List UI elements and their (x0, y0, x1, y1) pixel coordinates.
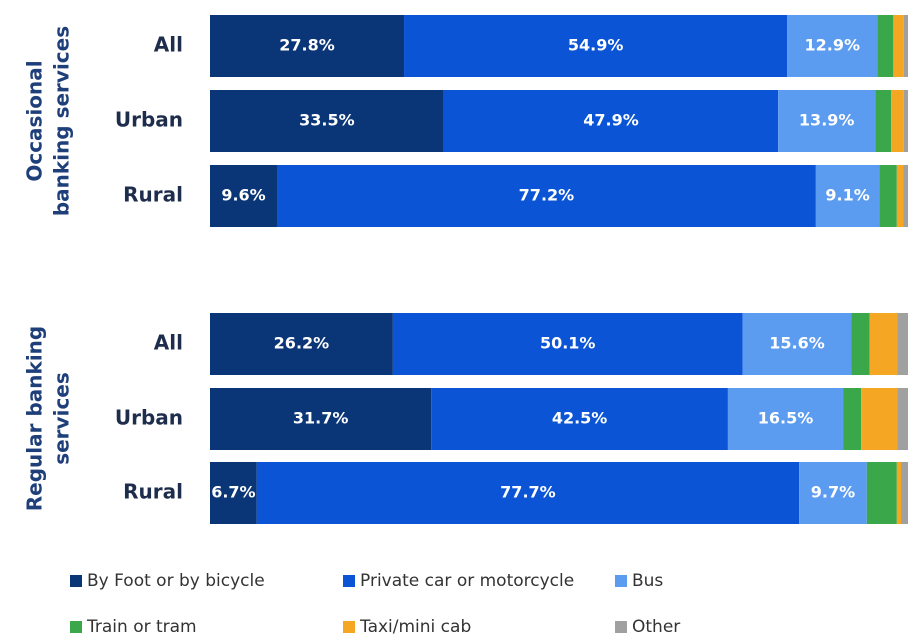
bar-segment (901, 462, 908, 524)
bar-segment (210, 15, 405, 77)
legend-label: Other (632, 617, 680, 637)
bar-segment (903, 165, 908, 227)
value-label: 9.6% (221, 186, 265, 205)
bar-segment (843, 388, 862, 450)
bar-segment (431, 388, 728, 450)
bar-segment (897, 313, 908, 375)
bar-segment (851, 313, 870, 375)
bar-segment (891, 90, 904, 152)
value-label: 13.9% (799, 111, 855, 130)
bar-segment (404, 15, 788, 77)
legend-label: Private car or motorcycle (360, 571, 574, 591)
value-label: 9.1% (825, 186, 869, 205)
category-label: All (154, 331, 183, 355)
value-label: 54.9% (568, 36, 624, 55)
bar-segment (742, 313, 852, 375)
legend-label: Bus (632, 571, 663, 591)
value-label: 47.9% (583, 111, 639, 130)
category-label: All (154, 33, 183, 57)
bar-segment (896, 462, 902, 524)
category-label: Rural (123, 183, 183, 207)
value-label: 12.9% (805, 36, 861, 55)
value-label: 16.5% (758, 409, 814, 428)
bar-segment (778, 90, 876, 152)
bar-segment (799, 462, 867, 524)
group-label: services (50, 372, 74, 465)
value-label: 31.7% (293, 409, 349, 428)
bar-segment (879, 165, 897, 227)
value-label: 50.1% (540, 334, 596, 353)
bar-segment (210, 462, 257, 524)
bar-segment (875, 90, 892, 152)
bar-segment (210, 165, 278, 227)
bar-segment (815, 165, 880, 227)
bar-segment (869, 313, 898, 375)
category-label: Urban (115, 108, 183, 132)
bar-segment (903, 90, 908, 152)
bar-segment (210, 90, 444, 152)
legend-label: By Foot or by bicycle (87, 571, 265, 591)
bar-segment (727, 388, 844, 450)
legend-label: Taxi/mini cab (359, 617, 471, 637)
bar-segment (877, 15, 894, 77)
value-label: 26.2% (274, 334, 330, 353)
legend-swatch (70, 621, 82, 633)
bar-segment (897, 388, 908, 450)
legend-swatch (70, 575, 82, 587)
bar-segment (277, 165, 816, 227)
bar-segment (210, 388, 432, 450)
value-label: 6.7% (211, 483, 255, 502)
value-label: 27.8% (279, 36, 335, 55)
bar-segment (866, 462, 897, 524)
value-label: 15.6% (769, 334, 825, 353)
group-label: Occasional (23, 60, 47, 181)
group-label: banking services (50, 26, 74, 216)
bar-segment (903, 15, 908, 77)
bar-segment (210, 313, 393, 375)
legend-swatch (343, 575, 355, 587)
legend-swatch (615, 621, 627, 633)
bar-segment (256, 462, 800, 524)
bar-segment (893, 15, 904, 77)
group-label: Regular banking (23, 326, 47, 511)
value-label: 77.2% (519, 186, 575, 205)
category-label: Rural (123, 480, 183, 504)
value-label: 33.5% (299, 111, 355, 130)
bar-segment (896, 165, 904, 227)
bar-segment (787, 15, 878, 77)
value-label: 42.5% (552, 409, 608, 428)
bar-segment (392, 313, 743, 375)
category-label: Urban (115, 406, 183, 430)
value-label: 9.7% (811, 483, 855, 502)
legend-swatch (343, 621, 355, 633)
bar-segment (861, 388, 898, 450)
bar-segment (443, 90, 779, 152)
value-label: 77.7% (500, 483, 556, 502)
legend-label: Train or tram (86, 617, 197, 637)
legend-swatch (615, 575, 627, 587)
